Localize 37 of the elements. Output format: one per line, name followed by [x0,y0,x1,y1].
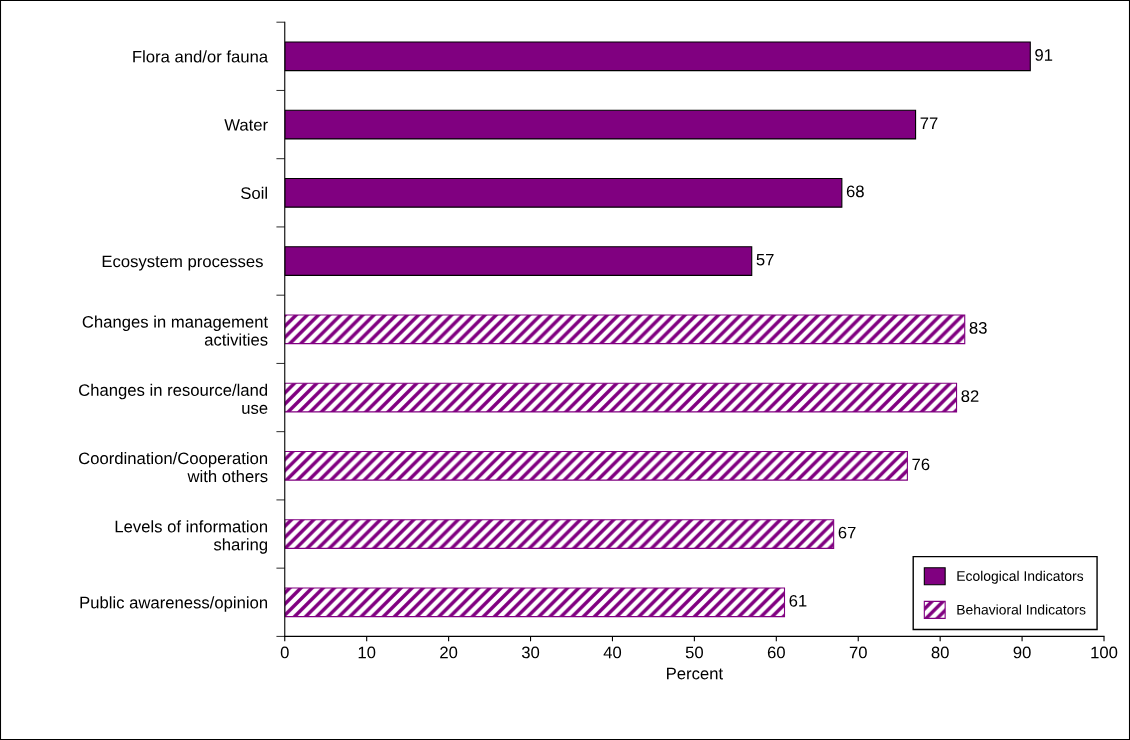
bar [284,314,966,345]
x-tick-label: 0 [280,646,289,659]
data-label: 61 [789,594,807,607]
data-label: 76 [912,458,930,471]
y-tick-label: Ecosystem processes [102,255,263,271]
x-tick-label: 50 [685,646,703,659]
y-tick-label: Public awareness/opinion [80,596,268,612]
y-tick-label: Changes in resource/land use [79,383,268,414]
data-label: 57 [756,253,774,266]
bar [284,450,908,481]
x-axis-title: Percent [667,667,723,680]
x-tick-label: 40 [603,646,622,659]
y-tick-label: Levels of information sharing [115,520,268,554]
data-label: 68 [846,185,864,198]
x-tick-label: 70 [849,646,867,659]
bar [284,519,835,549]
y-tick-label: Flora and/or fauna [133,50,269,63]
x-tick-label: 30 [521,646,540,659]
y-tick-label: Water [224,119,268,131]
x-tick-label: 10 [358,646,376,659]
legend-label: Behavioral Indicators [957,604,1086,615]
bar [284,587,786,618]
data-label: 67 [838,526,856,539]
y-tick-label: Changes in management activities [82,315,268,346]
x-tick-label: 60 [767,646,785,659]
y-tick-label: Coordination/Cooperation with others [79,451,268,483]
bar [284,382,958,413]
x-tick-label: 100 [1091,646,1118,659]
x-tick-label: 20 [440,646,458,659]
x-tick-label: 90 [1013,646,1031,659]
y-tick-label: Soil [241,186,267,200]
x-tick-label: 80 [931,646,949,659]
data-label: 83 [969,321,987,334]
data-label: 82 [961,390,979,403]
data-label: 77 [920,117,938,129]
data-label: 91 [1035,48,1053,61]
legend-label: Ecological Indicators [957,570,1084,584]
